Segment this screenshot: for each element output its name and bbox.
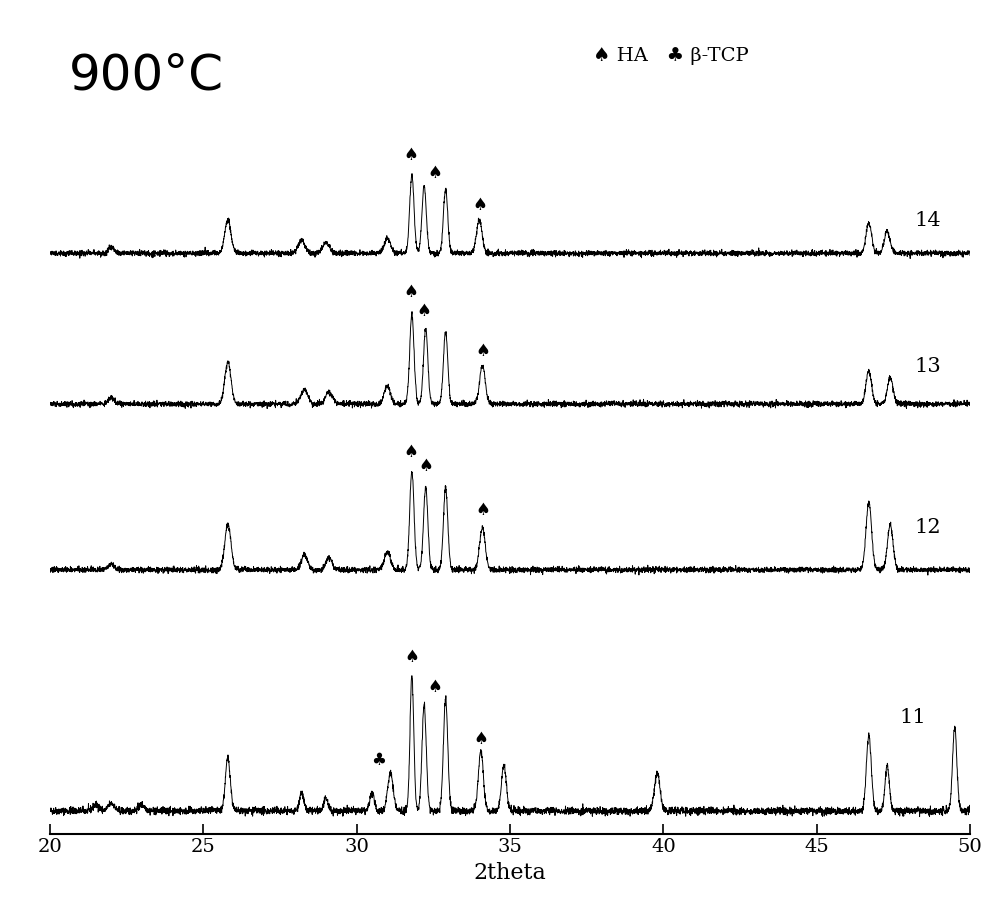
Text: 900°C: 900°C (68, 52, 224, 100)
Text: ♠: ♠ (475, 500, 490, 518)
Text: ♠: ♠ (404, 648, 419, 666)
Text: ♠: ♠ (418, 457, 433, 475)
Text: ♠: ♠ (427, 164, 442, 182)
Text: 13: 13 (915, 357, 942, 376)
Text: ♠ HA   ♣ β-TCP: ♠ HA ♣ β-TCP (593, 47, 749, 65)
X-axis label: 2theta: 2theta (474, 862, 546, 884)
Text: ♠: ♠ (472, 196, 487, 214)
Text: ♠: ♠ (417, 302, 432, 320)
Text: ♠: ♠ (403, 443, 418, 461)
Text: 14: 14 (915, 210, 941, 229)
Text: 11: 11 (899, 708, 926, 727)
Text: ♠: ♠ (473, 729, 488, 747)
Text: ♠: ♠ (403, 284, 418, 302)
Text: ♠: ♠ (403, 147, 418, 164)
Text: 12: 12 (915, 518, 941, 537)
Text: ♠: ♠ (475, 342, 490, 361)
Text: ♣: ♣ (371, 751, 386, 768)
Text: ♠: ♠ (427, 679, 442, 697)
